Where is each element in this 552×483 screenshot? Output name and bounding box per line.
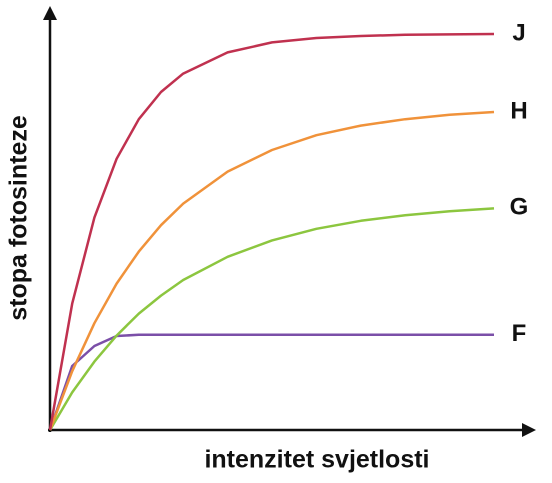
y-axis-label: stopa fotosinteze — [5, 115, 33, 321]
series-label: F — [512, 320, 527, 347]
x-axis-arrow — [522, 423, 536, 437]
y-axis-arrow — [43, 6, 57, 20]
line — [48, 207, 495, 431]
series-label: G — [510, 194, 529, 221]
series-label: J — [512, 19, 525, 46]
line — [48, 110, 495, 431]
line — [48, 32, 495, 431]
line — [48, 333, 494, 431]
series-label: H — [510, 97, 527, 124]
x-axis-label: intenzitet svjetlosti — [204, 446, 429, 474]
